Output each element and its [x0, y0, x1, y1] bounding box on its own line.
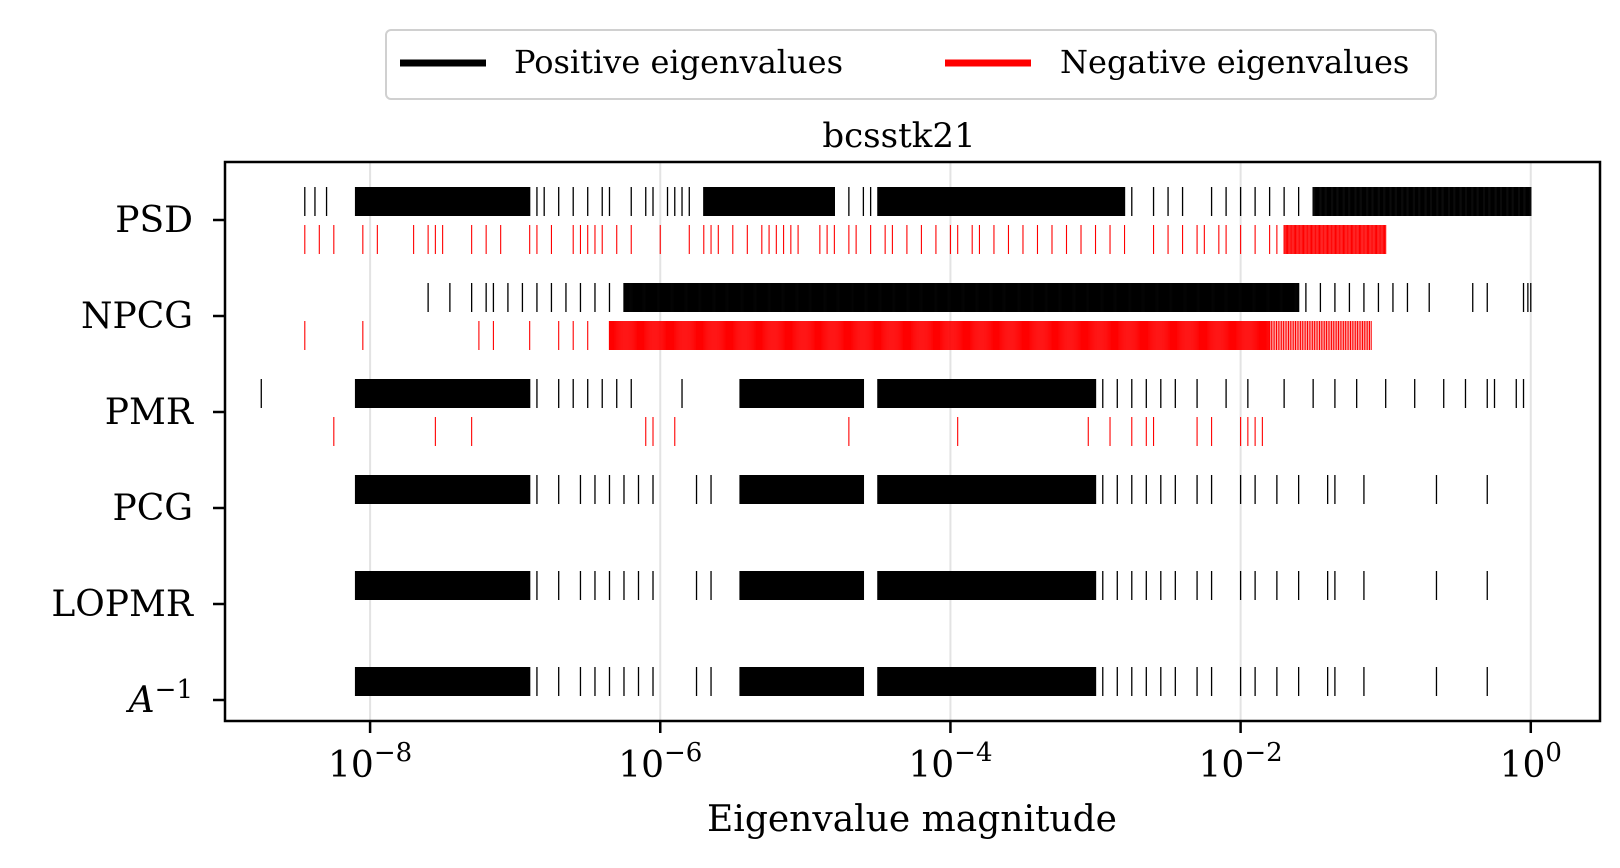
- legend: Positive eigenvalues Negative eigenvalue…: [385, 29, 1437, 100]
- legend-label-negative: Negative eigenvalues: [1060, 43, 1409, 81]
- legend-frame: [385, 29, 1437, 100]
- eigenvalue-marks: [260, 187, 1532, 696]
- chart-title: bcsstk21: [822, 116, 975, 156]
- legend-label-positive: Positive eigenvalues: [514, 43, 843, 81]
